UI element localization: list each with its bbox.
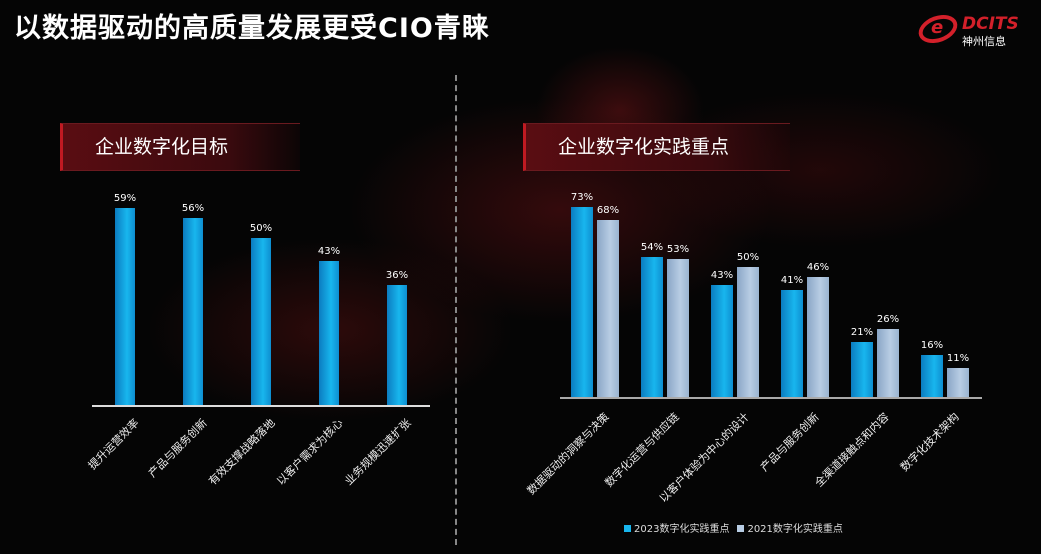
- right-bar-2023: [711, 285, 733, 397]
- logo-brand: DCITS: [962, 14, 1019, 34]
- right-bar-value: 41%: [780, 275, 804, 287]
- right-bar-2021: [737, 267, 759, 397]
- right-bar-value: 46%: [806, 262, 830, 274]
- left-x-axis: [92, 405, 430, 407]
- right-bar-value: 11%: [946, 353, 970, 365]
- legend-2023-label: 2023数字化实践重点: [634, 524, 730, 535]
- legend-2021: 2021数字化实践重点: [737, 520, 843, 535]
- left-bar: [251, 238, 271, 405]
- right-bar-2021: [667, 259, 689, 397]
- left-bar-value: 36%: [385, 269, 409, 281]
- right-bar-2023: [641, 256, 663, 397]
- right-bar-2021: [877, 329, 899, 397]
- right-bar-2023: [921, 355, 943, 397]
- right-bar-2023: [571, 207, 593, 397]
- legend-2023: 2023数字化实践重点: [624, 520, 729, 535]
- right-bar-value: 68%: [596, 205, 620, 217]
- legend: 2023数字化实践重点 2021数字化实践重点: [624, 520, 843, 535]
- right-bar-2021: [947, 368, 969, 397]
- legend-2021-label: 2021数字化实践重点: [747, 524, 843, 535]
- right-bar-2021: [807, 277, 829, 397]
- right-bar-value: 73%: [570, 192, 594, 204]
- right-bar-value: 16%: [920, 340, 944, 352]
- logo-cn: 神州信息: [962, 35, 1006, 48]
- page-title: 以数据驱动的高质量发展更受CIO青睐: [14, 13, 490, 44]
- right-bar-2021: [597, 220, 619, 397]
- left-bar-value: 59%: [113, 192, 137, 204]
- left-bar-value: 56%: [181, 202, 205, 214]
- left-bar: [183, 217, 203, 405]
- left-bar: [115, 207, 135, 405]
- right-bar-value: 54%: [640, 241, 664, 253]
- left-bar-value: 43%: [317, 246, 341, 258]
- right-bar-value: 26%: [876, 314, 900, 326]
- right-bar-value: 43%: [710, 270, 734, 282]
- divider: [455, 75, 457, 545]
- right-bar-value: 50%: [736, 252, 760, 263]
- right-bar-2023: [781, 290, 803, 397]
- left-bar: [387, 284, 407, 405]
- right-bar-value: 21%: [850, 327, 874, 339]
- left-bar-value: 50%: [249, 223, 273, 234]
- left-bar: [319, 261, 339, 405]
- dcits-logo: e DCITS 神州信息: [914, 9, 1036, 49]
- right-bar-value: 53%: [666, 244, 690, 256]
- logo-mark: e: [931, 17, 944, 38]
- right-bar-2023: [851, 342, 873, 397]
- right-x-axis: [560, 397, 982, 399]
- right-chart-title: 企业数字化实践重点: [523, 123, 790, 171]
- left-chart-title: 企业数字化目标: [60, 123, 300, 171]
